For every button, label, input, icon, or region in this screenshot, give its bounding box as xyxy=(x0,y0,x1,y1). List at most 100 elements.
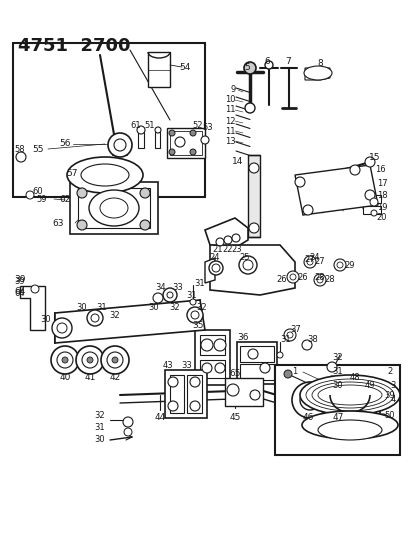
Circle shape xyxy=(190,130,196,136)
Circle shape xyxy=(169,149,175,155)
Circle shape xyxy=(153,293,163,303)
Bar xyxy=(13,43,205,197)
Text: 4: 4 xyxy=(390,395,396,405)
Text: 50: 50 xyxy=(385,410,395,419)
Circle shape xyxy=(317,277,323,283)
Text: 57: 57 xyxy=(66,169,78,179)
Text: 44: 44 xyxy=(154,414,166,423)
Circle shape xyxy=(284,329,296,341)
Text: 38: 38 xyxy=(308,335,318,344)
Circle shape xyxy=(232,234,240,242)
Circle shape xyxy=(371,210,377,216)
Circle shape xyxy=(287,332,293,338)
Text: 31: 31 xyxy=(281,335,291,344)
Circle shape xyxy=(378,397,388,407)
Circle shape xyxy=(76,346,104,374)
Text: 45: 45 xyxy=(229,414,241,423)
Circle shape xyxy=(350,165,360,175)
Circle shape xyxy=(124,428,132,436)
Text: 65: 65 xyxy=(229,368,241,377)
Polygon shape xyxy=(305,68,330,80)
Bar xyxy=(200,360,225,378)
Bar xyxy=(148,52,170,87)
Circle shape xyxy=(201,136,209,144)
Circle shape xyxy=(337,262,343,268)
Text: 14: 14 xyxy=(232,157,244,166)
Circle shape xyxy=(215,363,225,373)
Circle shape xyxy=(295,177,305,187)
Circle shape xyxy=(107,352,123,368)
Text: 30: 30 xyxy=(333,381,343,390)
Bar xyxy=(200,335,225,355)
Circle shape xyxy=(77,188,87,198)
Circle shape xyxy=(260,363,270,373)
Circle shape xyxy=(155,127,161,133)
Circle shape xyxy=(214,339,226,351)
Bar xyxy=(70,182,158,234)
Circle shape xyxy=(101,346,129,374)
Circle shape xyxy=(334,259,346,271)
Text: 40: 40 xyxy=(59,374,71,383)
Circle shape xyxy=(82,352,98,368)
Text: 30: 30 xyxy=(149,303,159,312)
Circle shape xyxy=(265,61,273,69)
Text: 31: 31 xyxy=(195,279,205,287)
Text: 2: 2 xyxy=(387,367,392,376)
Circle shape xyxy=(249,163,259,173)
Text: 41: 41 xyxy=(84,374,96,383)
Text: 58: 58 xyxy=(15,144,25,154)
Text: 39: 39 xyxy=(14,276,26,285)
Circle shape xyxy=(175,137,185,147)
Text: 39: 39 xyxy=(15,277,25,286)
Text: 27: 27 xyxy=(305,254,315,263)
Bar xyxy=(363,206,381,214)
Polygon shape xyxy=(210,245,295,295)
Text: 63: 63 xyxy=(52,219,64,228)
Circle shape xyxy=(51,346,79,374)
Ellipse shape xyxy=(67,157,143,193)
Text: 36: 36 xyxy=(237,334,249,343)
Text: 17: 17 xyxy=(377,179,387,188)
Text: 7: 7 xyxy=(285,58,291,67)
Bar xyxy=(170,375,184,413)
Bar xyxy=(138,132,144,148)
Text: 34: 34 xyxy=(156,282,166,292)
Text: 52: 52 xyxy=(193,122,203,131)
Circle shape xyxy=(87,310,103,326)
Text: 33: 33 xyxy=(182,361,193,370)
Text: 33: 33 xyxy=(173,284,183,293)
Text: 16: 16 xyxy=(375,166,385,174)
Text: 32: 32 xyxy=(333,353,343,362)
Circle shape xyxy=(284,370,292,378)
Polygon shape xyxy=(205,218,248,248)
Text: 11: 11 xyxy=(225,106,235,115)
Text: 30: 30 xyxy=(77,303,87,312)
Text: 47: 47 xyxy=(332,414,344,423)
Circle shape xyxy=(137,126,145,134)
Circle shape xyxy=(108,133,132,157)
Bar xyxy=(78,188,150,228)
Text: 39: 39 xyxy=(385,391,395,400)
Circle shape xyxy=(31,285,39,293)
Circle shape xyxy=(277,352,283,358)
Text: 12: 12 xyxy=(225,117,235,125)
Circle shape xyxy=(201,339,213,351)
Bar xyxy=(240,346,274,362)
Text: 26: 26 xyxy=(298,272,308,281)
Text: 22: 22 xyxy=(223,246,233,254)
Text: 62: 62 xyxy=(59,196,71,205)
Text: 31: 31 xyxy=(333,367,343,376)
Ellipse shape xyxy=(100,198,128,218)
Circle shape xyxy=(112,357,118,363)
Circle shape xyxy=(305,395,315,405)
Ellipse shape xyxy=(306,379,394,411)
Text: 29: 29 xyxy=(345,261,355,270)
Bar xyxy=(237,342,277,384)
Bar xyxy=(165,370,207,418)
Circle shape xyxy=(377,414,389,426)
Text: 15: 15 xyxy=(369,154,381,163)
Circle shape xyxy=(190,401,200,411)
Circle shape xyxy=(224,236,232,244)
Bar xyxy=(155,132,160,148)
Circle shape xyxy=(304,256,316,268)
